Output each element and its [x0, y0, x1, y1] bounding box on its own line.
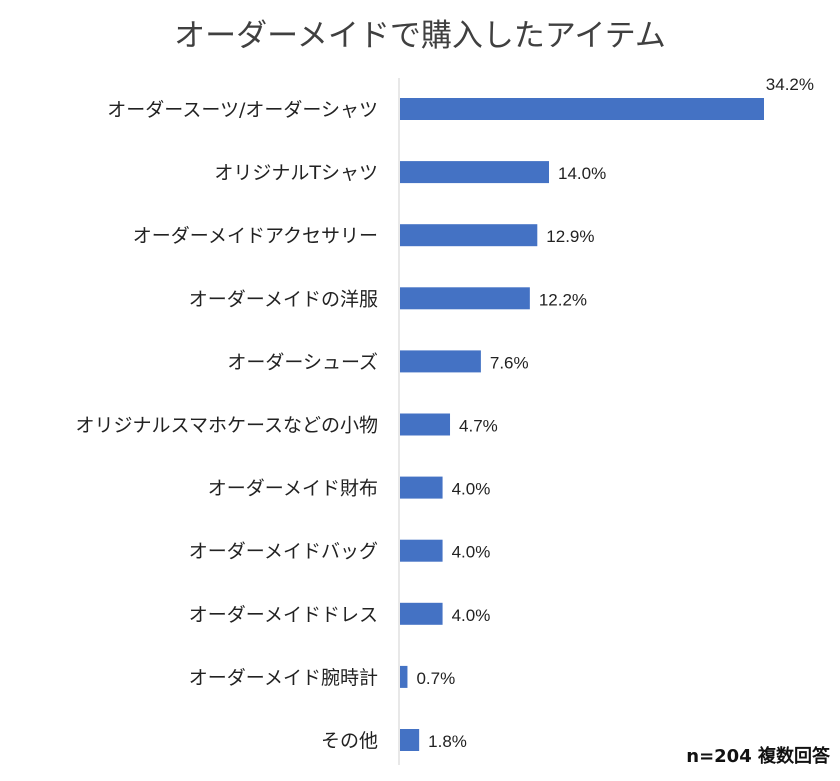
category-label: オーダーメイドバッグ — [189, 541, 378, 563]
value-label: 4.0% — [452, 606, 491, 625]
bar — [400, 287, 530, 310]
category-label: オリジナルTシャツ — [214, 162, 378, 184]
bar — [400, 413, 451, 436]
category-label: オーダーメイドの洋服 — [189, 288, 378, 310]
sample-note: n=204 複数回答 — [686, 745, 831, 767]
category-label: オリジナルスマホケースなどの小物 — [76, 415, 378, 437]
value-label: 7.6% — [490, 353, 529, 372]
value-label: 12.2% — [539, 290, 587, 309]
bar — [400, 602, 443, 625]
chart-title: オーダーメイドで購入したアイテム — [174, 18, 666, 54]
category-label: オーダーシューズ — [227, 351, 378, 373]
value-label: 14.0% — [558, 164, 606, 183]
category-label: オーダースーツ/オーダーシャツ — [107, 99, 378, 121]
value-label: 4.7% — [459, 417, 498, 436]
bar — [400, 476, 443, 499]
category-label: オーダーメイドアクセサリー — [133, 225, 378, 247]
bar — [400, 224, 538, 247]
bar — [400, 665, 408, 688]
bar — [400, 539, 443, 562]
value-label: 4.0% — [452, 480, 491, 499]
category-label: その他 — [321, 730, 378, 752]
category-label: オーダーメイド財布 — [208, 478, 378, 500]
bar — [400, 350, 481, 373]
category-label: オーダーメイドドレス — [189, 604, 378, 626]
bars-group: オーダースーツ/オーダーシャツ 34.2% オリジナルTシャツ 14.0% オーダーメイ… — [76, 75, 814, 752]
value-label: 34.2% — [766, 75, 814, 94]
category-label: オーダーメイド腕時計 — [189, 667, 378, 689]
bar — [400, 98, 764, 120]
bar — [400, 729, 420, 751]
value-label: 0.7% — [416, 669, 455, 688]
value-label: 4.0% — [452, 543, 491, 562]
value-label: 1.8% — [428, 732, 467, 751]
bar — [400, 161, 550, 184]
value-label: 12.9% — [546, 227, 594, 246]
